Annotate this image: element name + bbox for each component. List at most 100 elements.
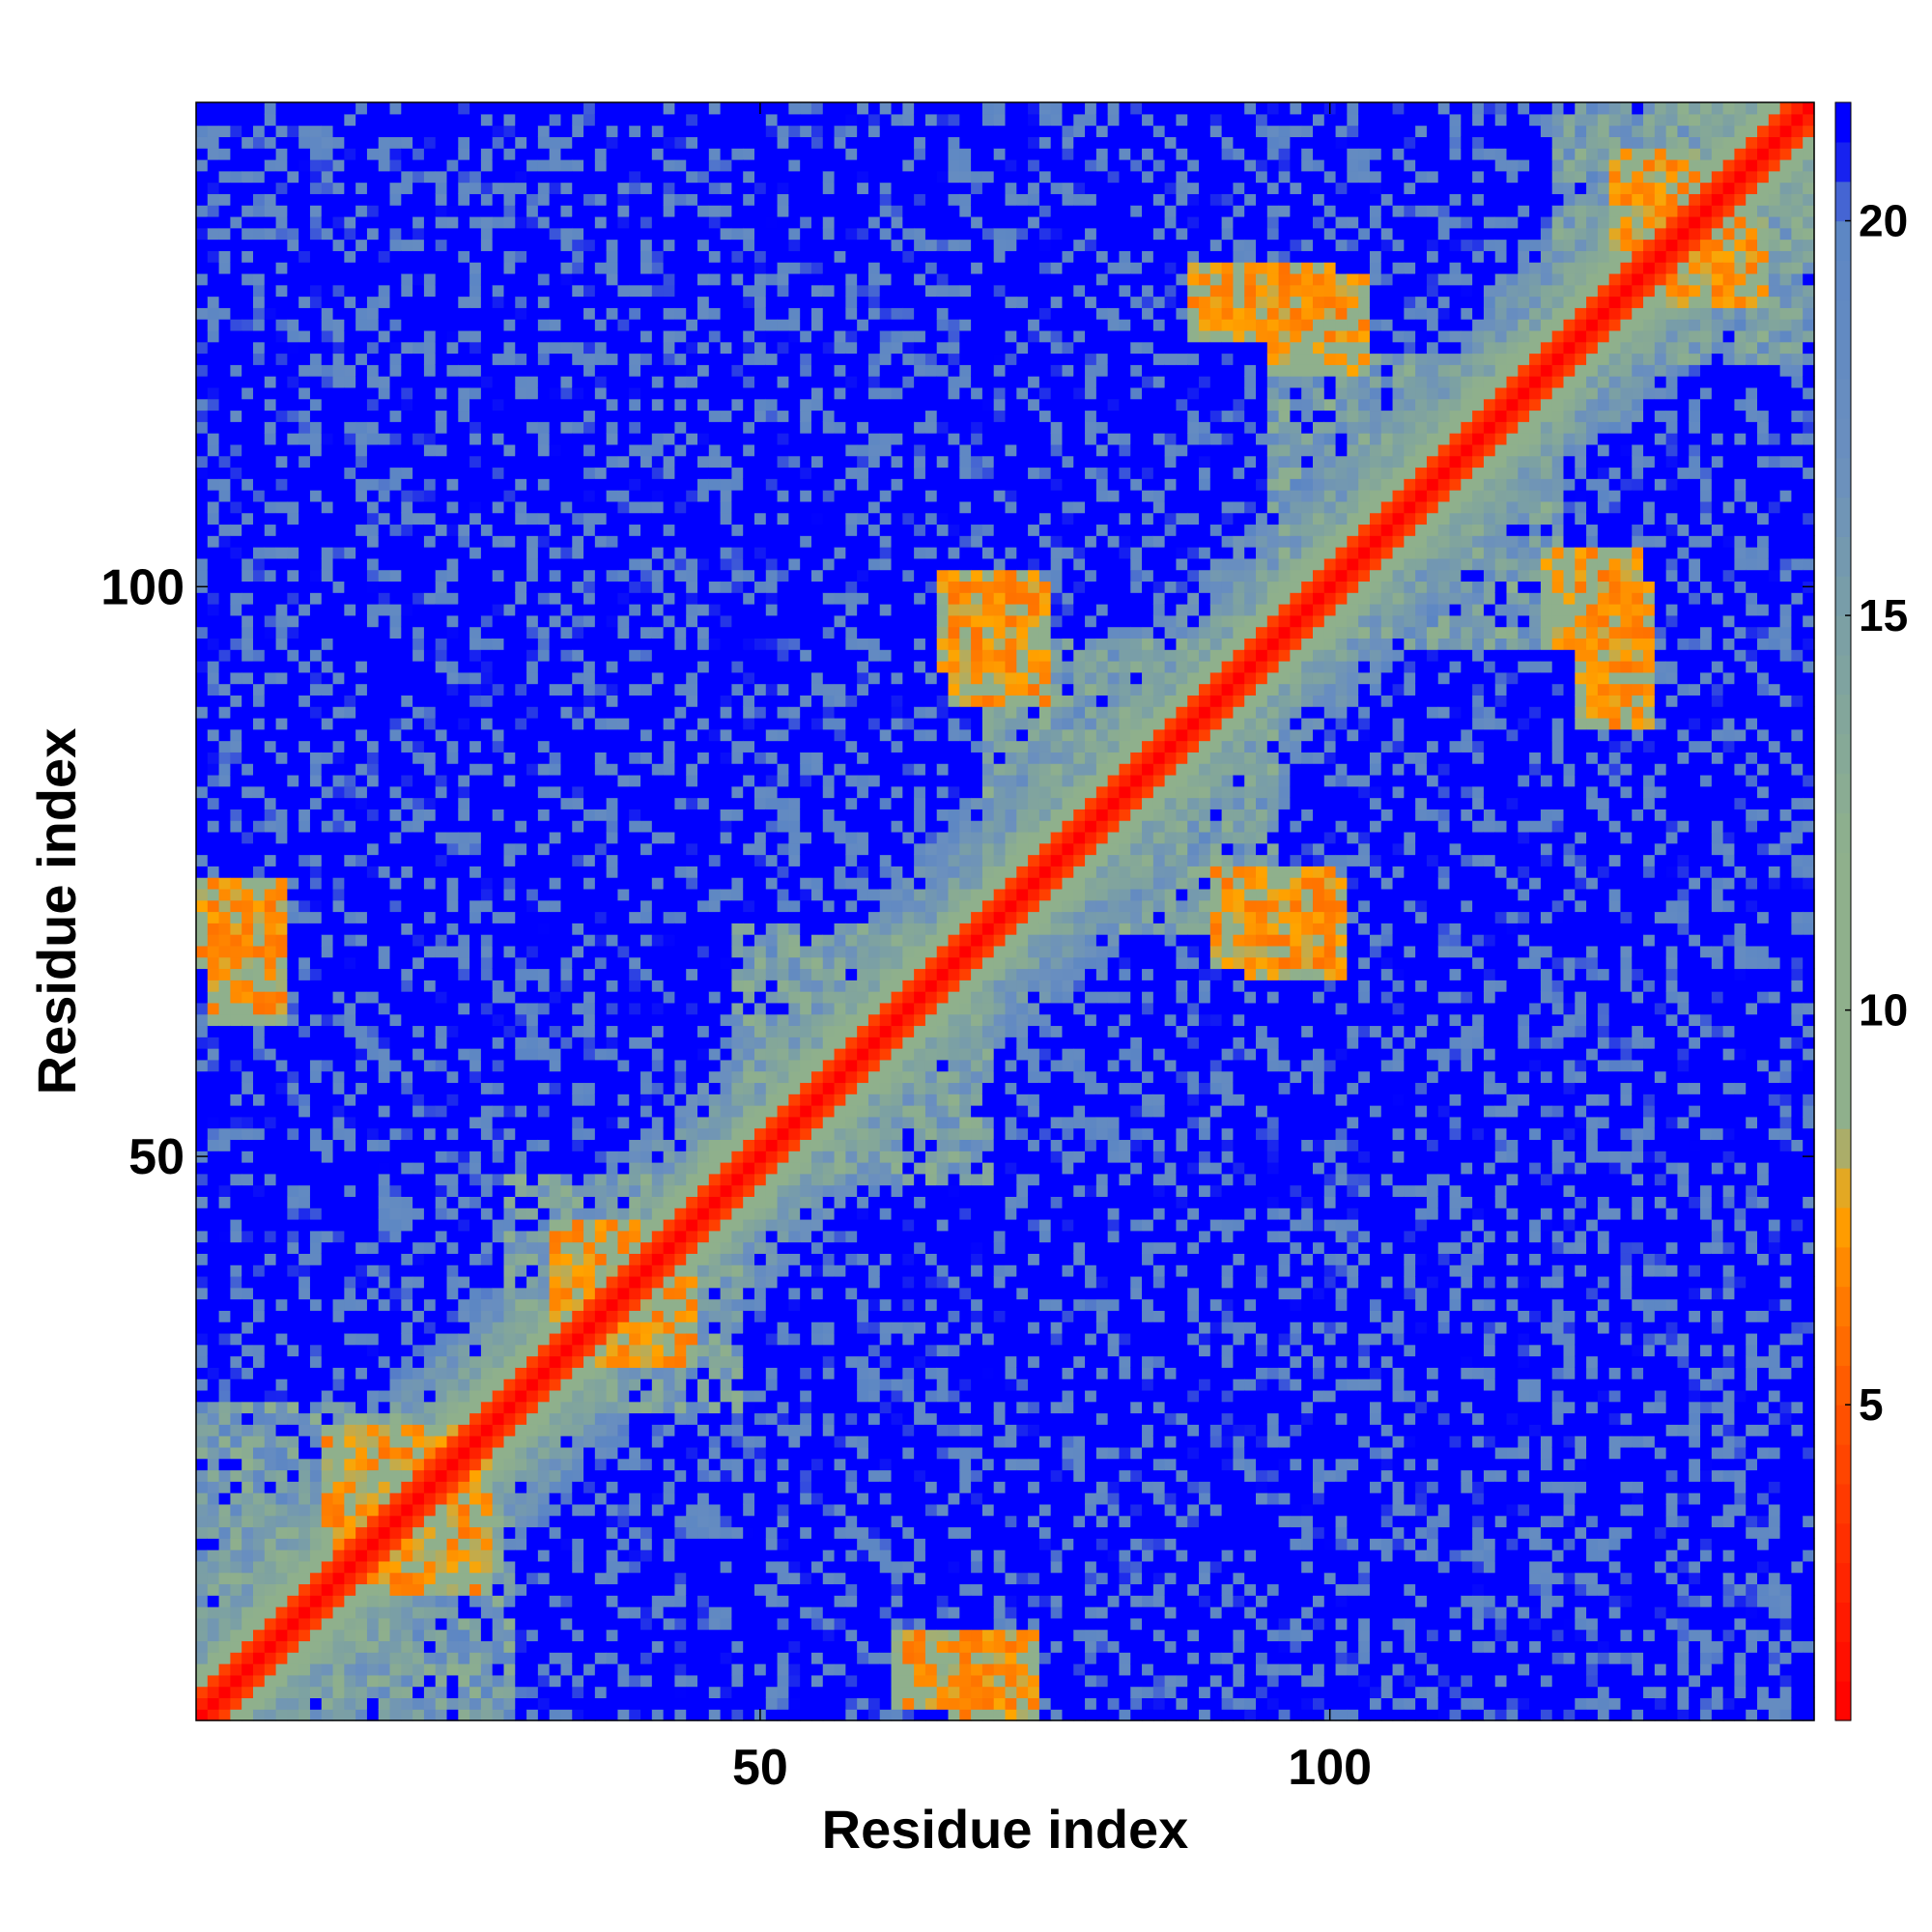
heatmap-cell	[446, 478, 459, 491]
heatmap-cell	[423, 1287, 437, 1300]
heatmap-cell	[480, 1458, 494, 1471]
heatmap-cell	[252, 956, 266, 970]
heatmap-cell	[230, 535, 242, 548]
heatmap-cell	[560, 1241, 573, 1254]
heatmap-cell	[332, 1275, 345, 1289]
heatmap-cell	[275, 239, 288, 251]
heatmap-cell	[515, 170, 527, 184]
heatmap-cell	[207, 1344, 220, 1357]
heatmap-cell	[492, 1218, 505, 1232]
heatmap-cell	[242, 1059, 254, 1072]
heatmap-cell	[401, 547, 413, 559]
heatmap-cell	[321, 1332, 334, 1346]
heatmap-cell	[196, 1070, 209, 1084]
heatmap-cell	[526, 785, 539, 799]
heatmap-cell	[321, 205, 334, 217]
heatmap-cell	[458, 592, 470, 605]
heatmap-cell	[207, 1013, 220, 1027]
heatmap-cell	[366, 262, 380, 274]
heatmap-cell	[389, 649, 402, 662]
heatmap-cell	[572, 752, 584, 764]
heatmap-cell	[572, 1503, 584, 1517]
heatmap-cell	[287, 467, 299, 479]
heatmap-cell	[196, 968, 209, 980]
heatmap-cell	[252, 319, 266, 331]
heatmap-cell	[264, 991, 277, 1004]
heatmap-cell	[275, 706, 288, 719]
heatmap-cell	[503, 1538, 516, 1550]
heatmap-cell	[435, 227, 448, 241]
heatmap-cell	[526, 1298, 539, 1311]
heatmap-cell	[332, 1241, 345, 1254]
heatmap-cell	[230, 250, 242, 263]
heatmap-cell	[344, 1663, 356, 1676]
heatmap-cell	[583, 1492, 596, 1505]
heatmap-cell	[549, 376, 562, 388]
heatmap-cell	[309, 1116, 323, 1129]
heatmap-cell	[469, 1560, 482, 1574]
heatmap-cell	[549, 215, 562, 229]
heatmap-cell	[560, 1401, 573, 1414]
heatmap-cell	[321, 182, 334, 194]
heatmap-cell	[537, 296, 551, 308]
heatmap-cell	[230, 1025, 242, 1037]
heatmap-cell	[242, 1332, 254, 1346]
heatmap-cell	[537, 1310, 551, 1322]
heatmap-cell	[435, 1560, 448, 1574]
heatmap-cell	[583, 1151, 596, 1163]
heatmap-cell	[287, 500, 299, 514]
heatmap-cell	[480, 421, 494, 434]
heatmap-cell	[572, 193, 584, 206]
heatmap-cell	[287, 1709, 299, 1721]
heatmap-cell	[207, 547, 220, 559]
heatmap-cell	[196, 809, 209, 821]
heatmap-cell	[196, 410, 209, 422]
heatmap-cell	[423, 1686, 437, 1699]
heatmap-cell	[583, 1253, 596, 1265]
heatmap-cell	[298, 1116, 311, 1129]
heatmap-cell	[401, 1151, 413, 1163]
heatmap-cell	[458, 1162, 470, 1175]
heatmap-cell	[309, 500, 323, 514]
heatmap-cell	[389, 1401, 402, 1414]
heatmap-cell	[549, 820, 562, 833]
heatmap-cell	[355, 478, 368, 491]
heatmap-cell	[560, 728, 573, 742]
heatmap-cell	[480, 1424, 494, 1436]
heatmap-cell	[446, 1082, 459, 1094]
heatmap-cell	[275, 774, 288, 787]
heatmap-cell	[503, 1105, 516, 1118]
heatmap-cell	[526, 1674, 539, 1688]
heatmap-cell	[287, 148, 299, 160]
heatmap-cell	[321, 1595, 334, 1607]
heatmap-cell	[526, 1492, 539, 1505]
heatmap-cell	[218, 1709, 231, 1721]
heatmap-cell	[503, 1162, 516, 1175]
heatmap-cell	[423, 626, 437, 639]
heatmap-cell	[401, 1629, 413, 1642]
heatmap-cell	[389, 205, 402, 217]
heatmap-cell	[344, 1230, 356, 1243]
heatmap-cell	[458, 638, 470, 650]
heatmap-cell	[401, 557, 413, 571]
heatmap-cell	[252, 1629, 266, 1642]
heatmap-cell	[378, 1367, 391, 1379]
heatmap-cell	[469, 1116, 482, 1129]
heatmap-cell	[252, 1595, 266, 1607]
heatmap-cell	[242, 1151, 254, 1163]
heatmap-cell	[309, 945, 323, 958]
heatmap-cell	[378, 842, 391, 856]
heatmap-cell	[503, 205, 516, 217]
heatmap-cell	[549, 1184, 562, 1197]
heatmap-cell	[435, 945, 448, 958]
heatmap-cell	[321, 717, 334, 730]
heatmap-cell	[492, 535, 505, 548]
heatmap-cell	[264, 467, 277, 479]
heatmap-cell	[560, 250, 573, 263]
heatmap-cell	[401, 250, 413, 263]
heatmap-cell	[344, 215, 356, 229]
heatmap-cell	[252, 991, 266, 1004]
heatmap-cell	[287, 809, 299, 821]
heatmap-cell	[242, 820, 254, 833]
heatmap-cell	[252, 1412, 266, 1425]
